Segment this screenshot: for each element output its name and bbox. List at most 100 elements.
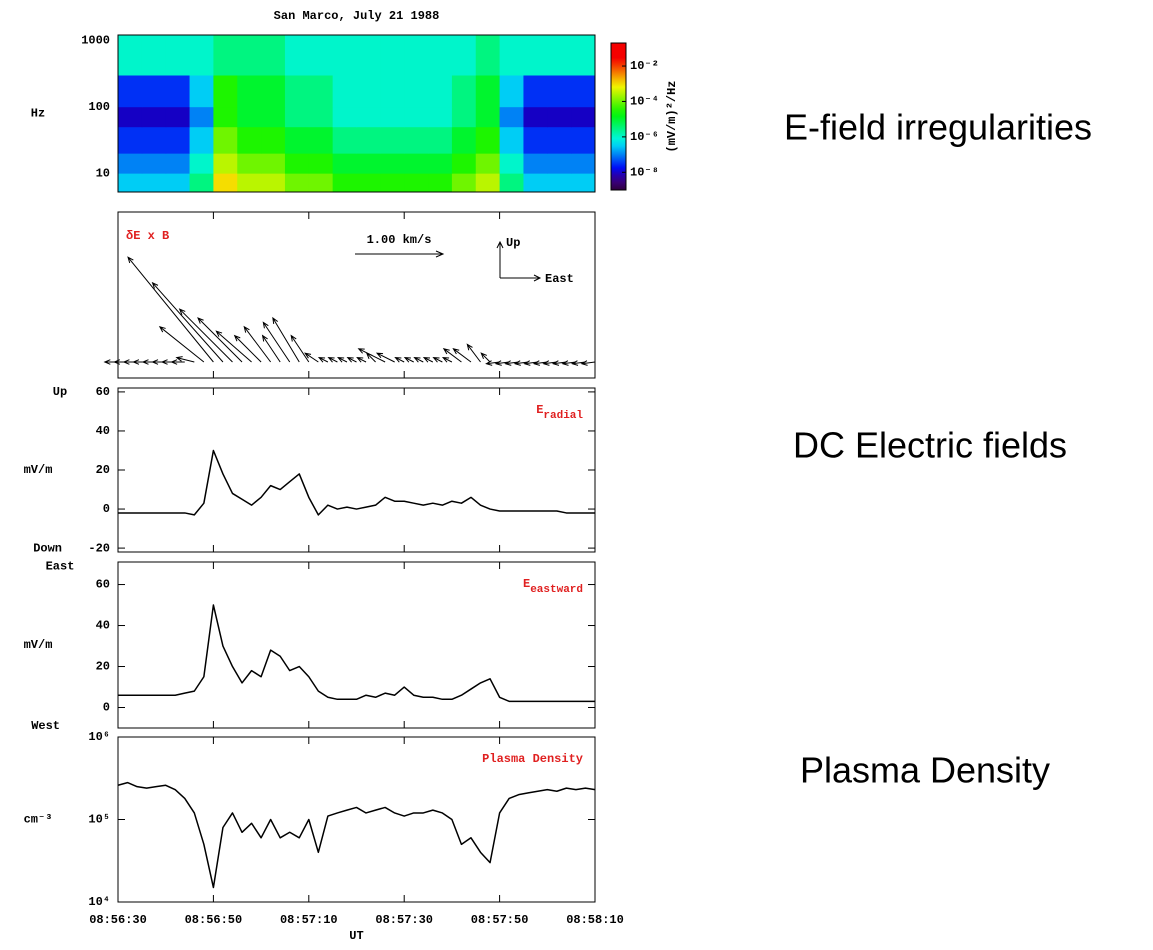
heatmap-cell [499, 126, 524, 154]
velocity-arrow [317, 357, 329, 363]
velocity-arrow [304, 352, 319, 363]
y-tick-label: 0 [103, 502, 110, 516]
heatmap-cell [547, 173, 572, 193]
heatmap-cell [523, 173, 548, 193]
heatmap-cell [332, 35, 357, 76]
heatmap-cell [213, 153, 238, 174]
velocity-arrow [158, 325, 205, 363]
heatmap-cell [189, 153, 214, 174]
heatmap-cell [165, 173, 191, 193]
y-axis-end-label: East [46, 560, 75, 574]
velocity-arrow [551, 360, 567, 366]
heatmap-cell [499, 74, 524, 108]
data-line [117, 781, 596, 889]
velocity-arrow [356, 357, 367, 363]
velocity-arrow [170, 359, 185, 365]
heatmap-cell [189, 173, 214, 193]
velocity-arrow [561, 360, 576, 366]
heatmap-cell [284, 106, 310, 128]
heatmap-cell [475, 153, 501, 174]
heatmap-cell [165, 74, 191, 108]
heatmap-cell [237, 35, 262, 76]
heatmap-cell [332, 126, 357, 154]
y-tick-label: 0 [103, 701, 110, 715]
annotation-main: E [536, 403, 543, 417]
heatmap-cell [189, 35, 214, 76]
y-tick-label: 20 [96, 660, 110, 674]
velocity-arrow [375, 352, 395, 363]
side-label: E-field irregularities [784, 107, 1092, 148]
velocity-arrow [290, 334, 310, 363]
y-tick-label: 60 [96, 385, 110, 399]
heatmap-cell [571, 153, 596, 174]
heatmap-cell [404, 106, 429, 128]
colorbar-tick-label: 10⁻⁸ [630, 165, 659, 179]
x-tick-label: 08:57:10 [280, 913, 338, 927]
heatmap-cell [261, 153, 286, 174]
heatmap-cell [404, 74, 429, 108]
heatmap-cell [451, 74, 477, 108]
x-axis-label: UT [349, 929, 363, 943]
annotation-main: E [523, 577, 530, 591]
heatmap-cell [428, 126, 453, 154]
y-tick-label: 10⁵ [88, 813, 110, 827]
heatmap-cell [189, 126, 214, 154]
heatmap-cell [118, 153, 143, 174]
y-tick-label: 40 [96, 619, 110, 633]
heatmap-cell [332, 74, 357, 108]
heatmap-cell [475, 106, 501, 128]
heatmap-cell [499, 106, 524, 128]
y-tick-label: -20 [88, 541, 110, 555]
panel-annotation: Eeastward [523, 577, 583, 596]
y-tick-label: 10⁶ [88, 730, 110, 744]
heatmap-cell [237, 74, 262, 108]
velocity-arrow [442, 348, 462, 363]
heatmap-cell [284, 74, 310, 108]
heatmap-cell [284, 35, 310, 76]
heatmap-cell [499, 153, 524, 174]
heatmap-cell [237, 153, 262, 174]
heatmap-cell [213, 74, 238, 108]
direction-label: East [545, 272, 574, 286]
heatmap-cell [261, 173, 286, 193]
heatmap-cell [284, 126, 310, 154]
panel-frame [117, 387, 596, 553]
heatmap-cell [118, 74, 143, 108]
heatmap-cell [404, 126, 429, 154]
heatmap-cell [332, 173, 357, 193]
velocity-arrow [215, 330, 252, 363]
panel-frame [117, 211, 596, 379]
heatmap-cell [356, 106, 381, 128]
heatmap-cell [284, 173, 310, 193]
velocity-arrow [580, 360, 596, 366]
heatmap-cell [547, 106, 572, 128]
velocity-arrow [175, 356, 195, 363]
heatmap-cell [428, 106, 453, 128]
heatmap-cell [141, 173, 167, 193]
heatmap-cell [213, 35, 238, 76]
heatmap-cell [165, 126, 191, 154]
y-axis-label: mV/m [24, 463, 53, 477]
heatmap-cell [213, 126, 238, 154]
heatmap-cell [380, 173, 405, 193]
heatmap-cell [523, 106, 548, 128]
annotation-sub: eastward [530, 584, 583, 596]
heatmap-cell [380, 153, 405, 174]
velocity-arrow [272, 316, 300, 363]
heatmap-cell [571, 173, 596, 193]
heatmap-cell [475, 126, 501, 154]
heatmap-cell [141, 106, 167, 128]
heatmap-cell [356, 74, 381, 108]
y-tick-label: 10⁴ [88, 895, 110, 909]
heatmap-cell [284, 153, 310, 174]
heatmap-cell [118, 126, 143, 154]
velocity-arrow [513, 360, 529, 366]
heatmap-cell [237, 173, 262, 193]
heatmap-cell [547, 153, 572, 174]
heatmap-cell [118, 106, 143, 128]
velocity-arrow [151, 281, 224, 363]
y-axis-end-label: West [31, 719, 60, 733]
y-tick-label: 40 [96, 424, 110, 438]
direction-key [496, 240, 542, 282]
